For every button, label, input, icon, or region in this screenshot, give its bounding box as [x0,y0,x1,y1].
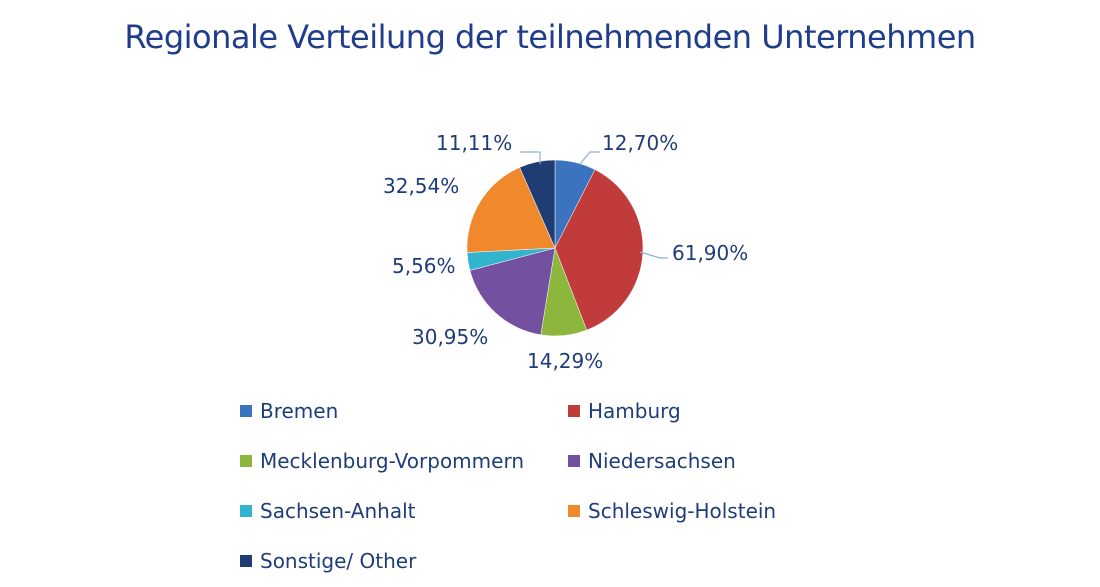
legend-swatch [240,405,252,417]
pie-slice-sonstige-other [519,159,556,249]
pie-slice-schleswig-holstein [466,167,556,253]
legend-item: Niedersachsen [568,449,736,473]
leader-line [520,151,541,164]
legend-swatch [568,405,580,417]
data-label: 61,90% [672,241,748,265]
leader-line [579,151,600,165]
legend-label: Bremen [260,399,339,423]
leader-line [639,251,668,259]
legend-label: Hamburg [588,399,681,423]
data-label: 14,29% [527,349,603,373]
pie-slice-niedersachsen [469,247,556,336]
legend-label: Sachsen-Anhalt [260,499,416,523]
legend-swatch [568,505,580,517]
legend-label: Niedersachsen [588,449,736,473]
data-label: 32,54% [383,174,459,198]
data-label: 11,11% [436,131,512,155]
data-labels: 12,70% 61,90% 14,29% 30,95% 5,56% 32,54% 11,11… [383,131,748,373]
legend-label: Sonstige/ Other [260,549,417,573]
legend-swatch [240,505,252,517]
legend-label: Mecklenburg-Vorpommern [260,449,524,473]
legend-item: Sonstige/ Other [240,549,416,573]
legend-item: Mecklenburg-Vorpommern [240,449,524,473]
pie-slices [466,159,644,337]
legend-swatch [240,555,252,567]
legend-swatch [240,455,252,467]
data-label: 5,56% [392,254,456,278]
chart-title: Regionale Verteilung der teilnehmenden U… [124,18,976,56]
legend-item: Sachsen-Anhalt [240,499,416,523]
legend-swatch [568,455,580,467]
legend-item: Schleswig-Holstein [568,499,776,523]
data-label: 30,95% [412,325,488,349]
leader-lines [520,151,668,259]
legend-label: Schleswig-Holstein [588,499,777,523]
legend-item: Bremen [240,399,338,423]
legend-item: Hamburg [568,399,681,423]
data-label: 12,70% [602,131,678,155]
